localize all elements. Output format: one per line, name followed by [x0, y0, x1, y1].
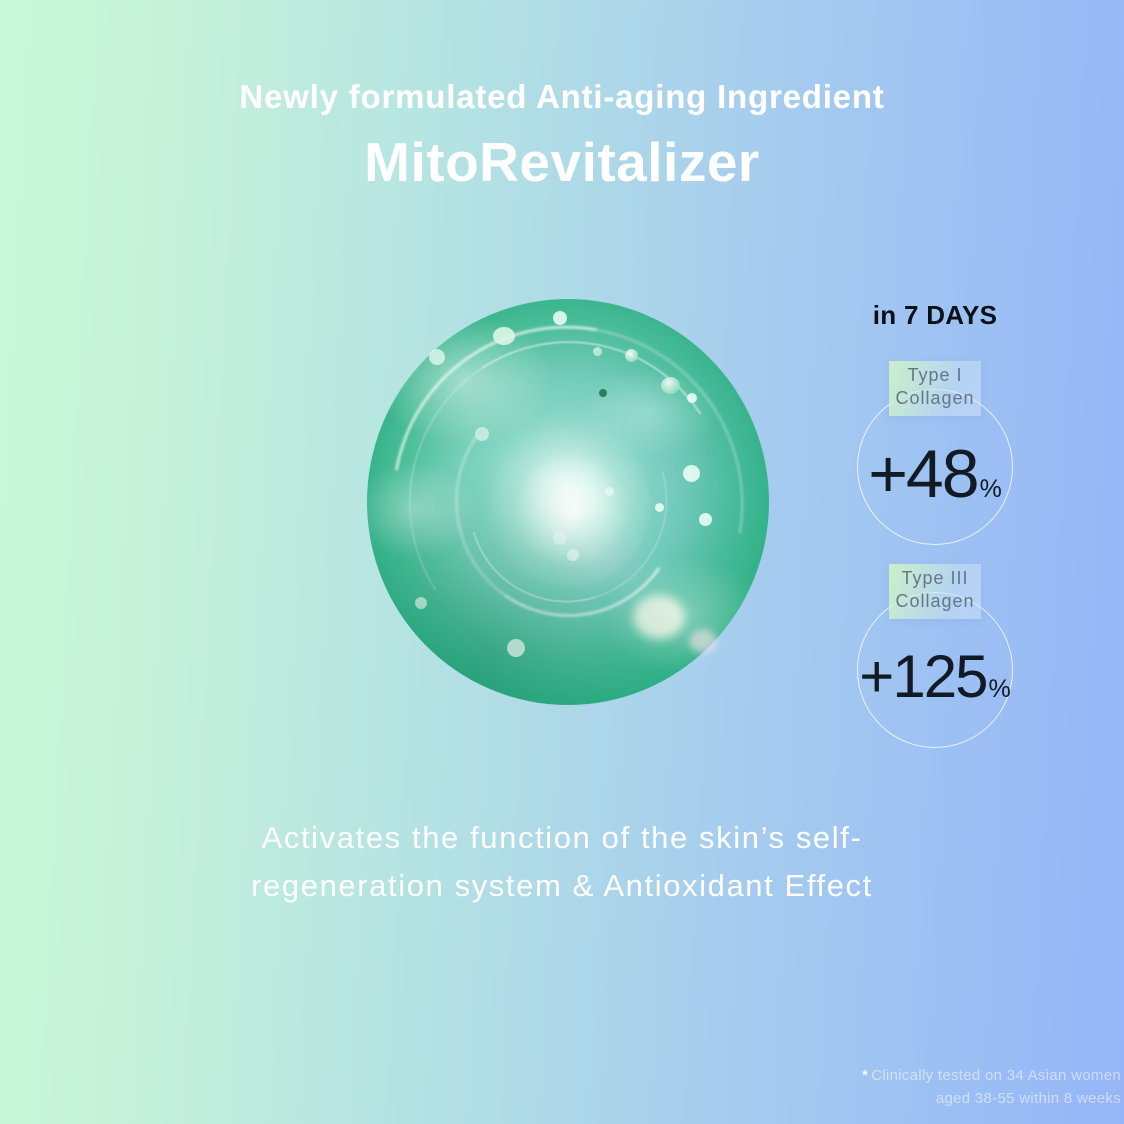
ingredient-bubble-image	[323, 256, 813, 748]
bubble-droplet	[605, 487, 614, 496]
footnote-line2: aged 38-55 within 8 weeks	[935, 1089, 1121, 1107]
bubble-droplet	[493, 327, 515, 345]
bubble-droplet	[553, 531, 567, 545]
bubble-droplet	[415, 597, 427, 609]
stat-label-line1: Type I	[907, 365, 963, 385]
stat-label-badge: Type I Collagen	[889, 361, 981, 416]
bubble-droplet	[689, 629, 717, 653]
bubble-ring	[436, 369, 700, 635]
bubble-droplet	[571, 507, 583, 519]
bubble-droplet	[475, 427, 489, 441]
stat-label-line2: Collagen	[895, 388, 975, 409]
bubble-ring	[323, 256, 813, 748]
benefit-description-line2: regeneration system & Antioxidant Effect	[251, 868, 873, 904]
stat-value: +125	[859, 643, 988, 711]
stat-value-row: +48 %	[868, 435, 1002, 513]
stat-type-1-collagen: Type I Collagen +48 %	[857, 361, 1013, 545]
bubble-droplet	[625, 349, 638, 362]
footnote-line1: Clinically tested on 34 Asian women	[871, 1067, 1121, 1084]
bubble-droplet	[683, 465, 700, 482]
bubble-core-glow	[485, 417, 651, 587]
stat-unit: %	[988, 675, 1011, 704]
results-panel: in 7 DAYS Type I Collagen +48 % Type III…	[846, 300, 1024, 748]
stat-circle: +48 %	[857, 388, 1013, 545]
bubble-droplet	[687, 393, 697, 403]
bubble-droplet	[661, 377, 680, 394]
benefit-description-line1: Activates the function of the skin’s sel…	[261, 820, 863, 855]
header: Newly formulated Anti-aging Ingredient M…	[0, 78, 1124, 194]
stat-label-line2: Collagen	[895, 591, 975, 612]
stat-label-line1: Type III	[901, 567, 969, 588]
stat-label-badge: Type III Collagen	[889, 563, 981, 619]
ingredient-name-title: MitoRevitalizer	[364, 131, 760, 193]
stat-value: +48	[868, 435, 979, 512]
stat-type-3-collagen: Type III Collagen +125 %	[857, 563, 1013, 748]
bubble-droplet	[507, 639, 525, 657]
bubble-droplet	[655, 503, 664, 512]
stat-circle: +125 %	[857, 591, 1013, 748]
bubble-droplet	[553, 311, 567, 325]
stat-unit: %	[979, 474, 1002, 503]
bubble-ring	[379, 311, 757, 693]
ad-subtitle: Newly formulated Anti-aging Ingredient	[239, 78, 885, 115]
stat-value-row: +125 %	[859, 642, 1010, 711]
bubble-droplet	[699, 513, 712, 526]
benefit-description: Activates the function of the skin’s sel…	[0, 814, 1124, 910]
bubble-ring	[433, 366, 703, 638]
bubble-droplet	[567, 549, 579, 561]
bubble-droplet	[429, 349, 445, 365]
bubble-droplet	[593, 347, 602, 356]
footnote-marker: *	[862, 1067, 869, 1084]
bubble-droplet	[633, 595, 685, 639]
bubble-droplet	[599, 389, 607, 397]
results-timeframe-heading: in 7 DAYS	[872, 300, 998, 330]
clinical-footnote: * Clinically tested on 34 Asian women age…	[862, 1065, 1124, 1110]
